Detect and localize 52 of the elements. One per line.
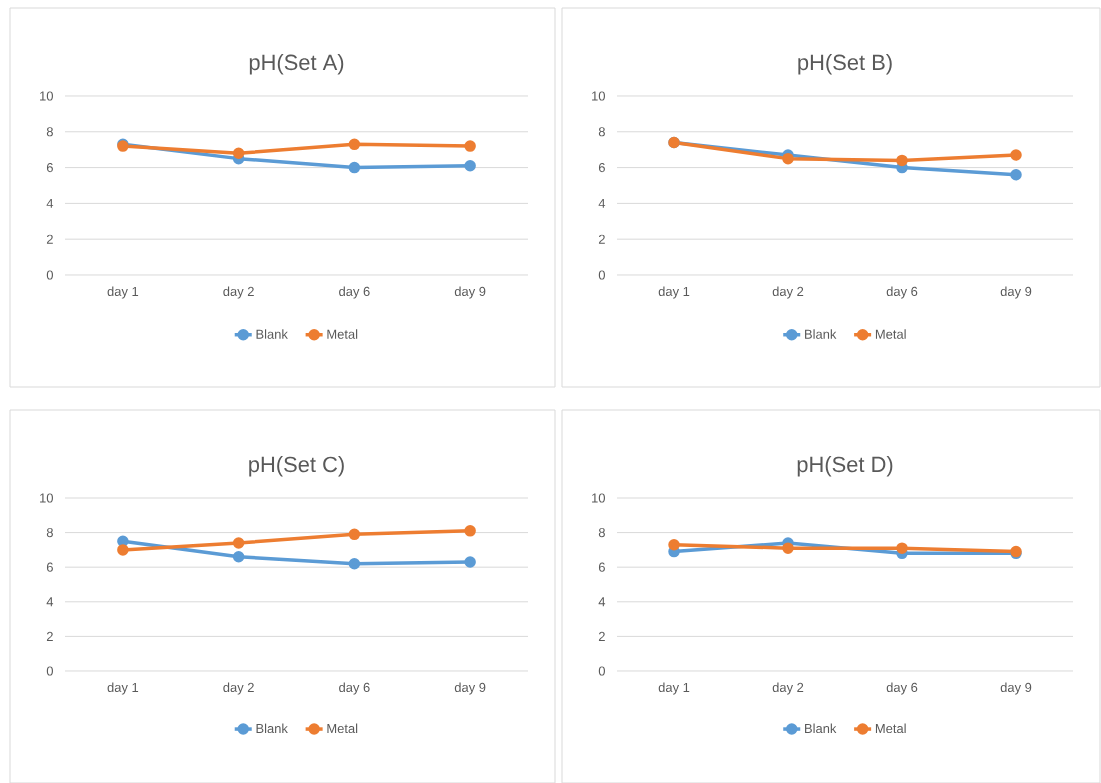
- x-tick-label: day 1: [107, 286, 139, 299]
- x-tick-label: day 2: [223, 286, 254, 299]
- y-tick-label: 2: [46, 234, 53, 244]
- x-tick-label: day 9: [1000, 286, 1032, 299]
- y-tick-label: 2: [598, 234, 605, 244]
- y-tick-label: 0: [46, 666, 53, 676]
- legend-label: Metal: [327, 329, 358, 339]
- x-tick-label: day 1: [107, 682, 139, 695]
- x-tick-label: day 9: [454, 682, 486, 695]
- y-tick-label: 6: [598, 562, 605, 572]
- y-tick-label: 4: [598, 597, 606, 607]
- x-tick-label: day 1: [658, 286, 690, 299]
- x-tick-label: day 1: [658, 682, 690, 695]
- x-tick-label: day 9: [1000, 682, 1032, 695]
- legend-label: Metal: [875, 329, 906, 339]
- y-tick-label: 6: [46, 162, 53, 173]
- y-tick-label: 8: [598, 127, 605, 137]
- legend-label: Blank: [256, 329, 288, 339]
- chart-title: pH(Set D): [797, 456, 893, 477]
- y-tick-label: 8: [598, 528, 605, 538]
- y-tick-label: 10: [592, 493, 605, 503]
- chart-title: pH(Set A): [249, 54, 344, 75]
- legend-label: Blank: [805, 329, 837, 339]
- legend-label: Blank: [256, 723, 288, 734]
- y-tick-label: 0: [598, 666, 605, 676]
- y-tick-label: 6: [598, 162, 605, 173]
- y-tick-label: 4: [46, 597, 54, 607]
- y-tick-label: 8: [46, 127, 53, 137]
- y-tick-label: 10: [40, 493, 53, 503]
- y-tick-label: 4: [598, 198, 606, 208]
- y-tick-label: 2: [598, 631, 605, 641]
- legend-label: Metal: [875, 723, 906, 734]
- y-tick-label: 0: [46, 270, 53, 280]
- y-tick-label: 4: [46, 198, 54, 208]
- x-tick-label: day 2: [223, 682, 254, 695]
- y-tick-label: 10: [592, 91, 605, 101]
- x-tick-label: day 6: [339, 286, 370, 299]
- y-tick-label: 0: [598, 270, 605, 280]
- y-tick-label: 2: [46, 631, 53, 641]
- legend-label: Metal: [327, 723, 358, 734]
- x-tick-label: day 6: [339, 682, 370, 695]
- y-tick-label: 6: [46, 562, 53, 572]
- x-tick-label: day 2: [772, 682, 804, 695]
- x-tick-label: day 2: [772, 286, 804, 299]
- legend-label: Blank: [805, 723, 837, 734]
- x-tick-label: day 6: [886, 286, 918, 299]
- chart-title: pH(Set C): [249, 456, 344, 477]
- x-tick-label: day 9: [454, 286, 486, 299]
- y-tick-label: 8: [46, 528, 53, 538]
- x-tick-label: day 6: [886, 682, 918, 695]
- chart-title: pH(Set B): [798, 54, 892, 75]
- y-tick-label: 10: [40, 91, 53, 101]
